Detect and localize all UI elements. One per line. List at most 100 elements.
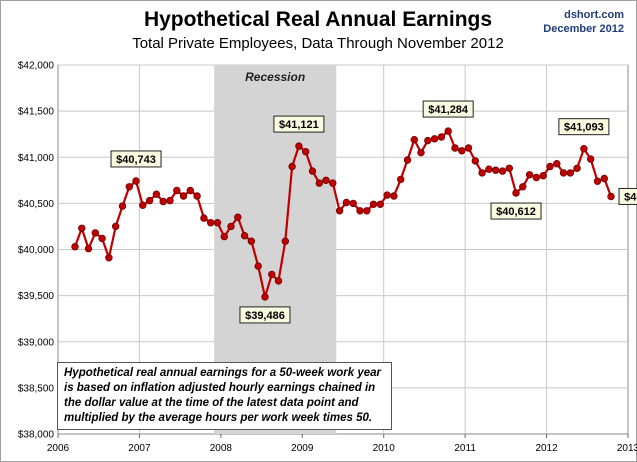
data-point xyxy=(390,192,398,200)
data-point xyxy=(322,176,330,184)
data-point xyxy=(587,155,595,163)
annotation-box xyxy=(273,115,325,133)
annotation-box xyxy=(239,306,291,324)
data-point xyxy=(451,144,459,152)
data-point xyxy=(302,147,310,156)
data-point xyxy=(464,144,473,152)
data-point xyxy=(566,169,574,177)
data-point xyxy=(213,218,222,227)
x-tick-label: 2011 xyxy=(454,443,476,454)
data-point xyxy=(274,277,283,285)
data-point xyxy=(593,177,602,185)
annotation-box xyxy=(422,100,474,118)
data-point xyxy=(553,159,561,168)
data-point xyxy=(492,166,500,174)
data-point xyxy=(410,135,418,144)
data-point xyxy=(78,224,86,232)
x-tick-label: 2006 xyxy=(47,443,70,454)
y-tick-label: $38,500 xyxy=(18,383,55,394)
data-point xyxy=(559,169,568,177)
data-point xyxy=(349,199,357,208)
data-point xyxy=(532,173,541,182)
data-point xyxy=(145,196,154,205)
data-point xyxy=(118,202,127,210)
data-point xyxy=(193,192,201,200)
chart-title: Hypothetical Real Annual Earnings xyxy=(144,8,492,31)
data-point xyxy=(356,207,364,215)
methodology-note: Hypothetical real annual earnings for a … xyxy=(57,362,392,430)
axes: $38,000 $38,500 $39,000 $39,500 $40,000 $40,5… xyxy=(18,61,637,455)
data-point xyxy=(397,175,405,184)
data-point xyxy=(329,179,337,187)
data-point xyxy=(376,200,384,208)
date-label: December 2012 xyxy=(543,23,624,35)
data-point xyxy=(498,167,507,175)
annotation-label: $41,284 xyxy=(428,104,469,116)
data-point xyxy=(166,196,174,205)
data-point xyxy=(261,293,269,301)
data-point xyxy=(227,222,235,231)
data-point xyxy=(254,262,262,270)
data-point xyxy=(186,186,194,195)
x-tick-label: 2012 xyxy=(535,443,558,454)
data-point xyxy=(607,192,615,201)
recession-label: Recession xyxy=(245,70,305,84)
source-label: dshort.com xyxy=(564,9,624,21)
annotations: $40,743 $39,486 $41,121 $41,284 $40,612 $41,0… xyxy=(110,100,637,324)
y-tick-label: $40,000 xyxy=(18,245,55,256)
annotation-label: $40,575 xyxy=(624,191,637,203)
annotation-box xyxy=(110,150,162,168)
data-point xyxy=(220,232,228,241)
data-point xyxy=(485,165,493,173)
data-point xyxy=(573,164,581,172)
data-point xyxy=(105,254,113,262)
data-point xyxy=(417,148,425,157)
data-point xyxy=(159,197,167,206)
data-point xyxy=(240,231,249,240)
chart-subtitle: Total Private Employees, Data Through No… xyxy=(132,35,504,52)
annotation-label: $41,121 xyxy=(279,119,319,131)
annotation-label: $39,486 xyxy=(245,310,285,322)
data-point xyxy=(132,177,140,185)
data-point xyxy=(580,144,588,153)
data-point xyxy=(125,183,133,191)
annotation-label: $41,093 xyxy=(564,122,604,134)
data-point xyxy=(525,171,534,179)
y-tick-label: $41,000 xyxy=(18,153,55,164)
data-point xyxy=(308,167,317,175)
data-point xyxy=(478,169,486,177)
annotation-box xyxy=(618,187,637,205)
data-point xyxy=(139,201,147,209)
data-point xyxy=(295,142,303,150)
data-point xyxy=(512,189,520,197)
data-point xyxy=(342,198,351,207)
y-tick-label: $39,500 xyxy=(18,291,55,302)
data-point xyxy=(600,174,608,183)
data-series xyxy=(71,127,615,301)
data-point xyxy=(458,147,466,155)
data-point xyxy=(234,213,242,221)
data-point xyxy=(430,135,439,143)
y-tick-label: $38,000 xyxy=(18,430,55,441)
data-point xyxy=(91,229,99,237)
y-tick-label: $42,000 xyxy=(18,61,55,72)
y-tick-label: $40,500 xyxy=(18,199,55,210)
data-point xyxy=(539,171,547,180)
data-point xyxy=(200,214,208,222)
data-point xyxy=(111,222,120,231)
data-point xyxy=(505,164,513,172)
data-point xyxy=(152,190,161,198)
x-tick-label: 2013 xyxy=(617,443,637,454)
data-point xyxy=(247,237,256,245)
data-point xyxy=(335,207,344,215)
x-tick-label: 2007 xyxy=(128,443,151,454)
x-tick-label: 2008 xyxy=(210,443,233,454)
annotation-box xyxy=(490,202,542,220)
data-point xyxy=(288,162,296,171)
data-point xyxy=(546,162,554,171)
annotation-box xyxy=(558,118,610,136)
data-point xyxy=(519,183,527,191)
data-point xyxy=(403,156,412,164)
data-point xyxy=(444,127,452,135)
